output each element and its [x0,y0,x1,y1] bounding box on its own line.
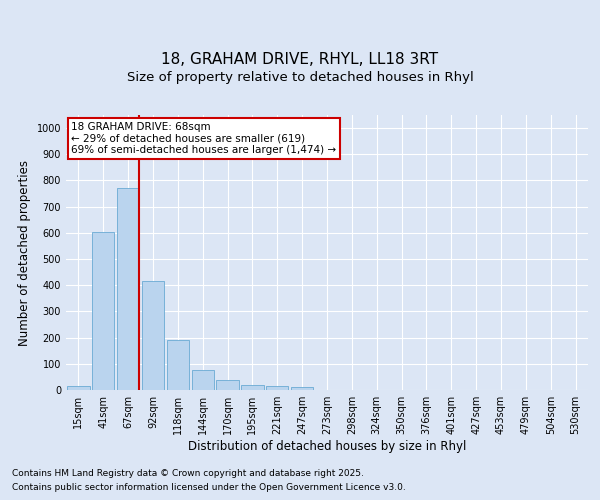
Bar [266,386,289,390]
Bar [167,340,189,390]
Text: Size of property relative to detached houses in Rhyl: Size of property relative to detached ho… [127,71,473,84]
Text: Contains HM Land Registry data © Crown copyright and database right 2025.: Contains HM Land Registry data © Crown c… [12,468,364,477]
Text: 18, GRAHAM DRIVE, RHYL, LL18 3RT: 18, GRAHAM DRIVE, RHYL, LL18 3RT [161,52,439,68]
Bar [67,386,89,390]
Bar [117,188,139,390]
Bar [241,386,263,390]
Bar [92,232,115,390]
Bar [217,380,239,390]
Text: 18 GRAHAM DRIVE: 68sqm
← 29% of detached houses are smaller (619)
69% of semi-de: 18 GRAHAM DRIVE: 68sqm ← 29% of detached… [71,122,337,155]
Bar [142,282,164,390]
Y-axis label: Number of detached properties: Number of detached properties [18,160,31,346]
X-axis label: Distribution of detached houses by size in Rhyl: Distribution of detached houses by size … [188,440,466,453]
Text: Contains public sector information licensed under the Open Government Licence v3: Contains public sector information licen… [12,484,406,492]
Bar [291,388,313,390]
Bar [191,370,214,390]
